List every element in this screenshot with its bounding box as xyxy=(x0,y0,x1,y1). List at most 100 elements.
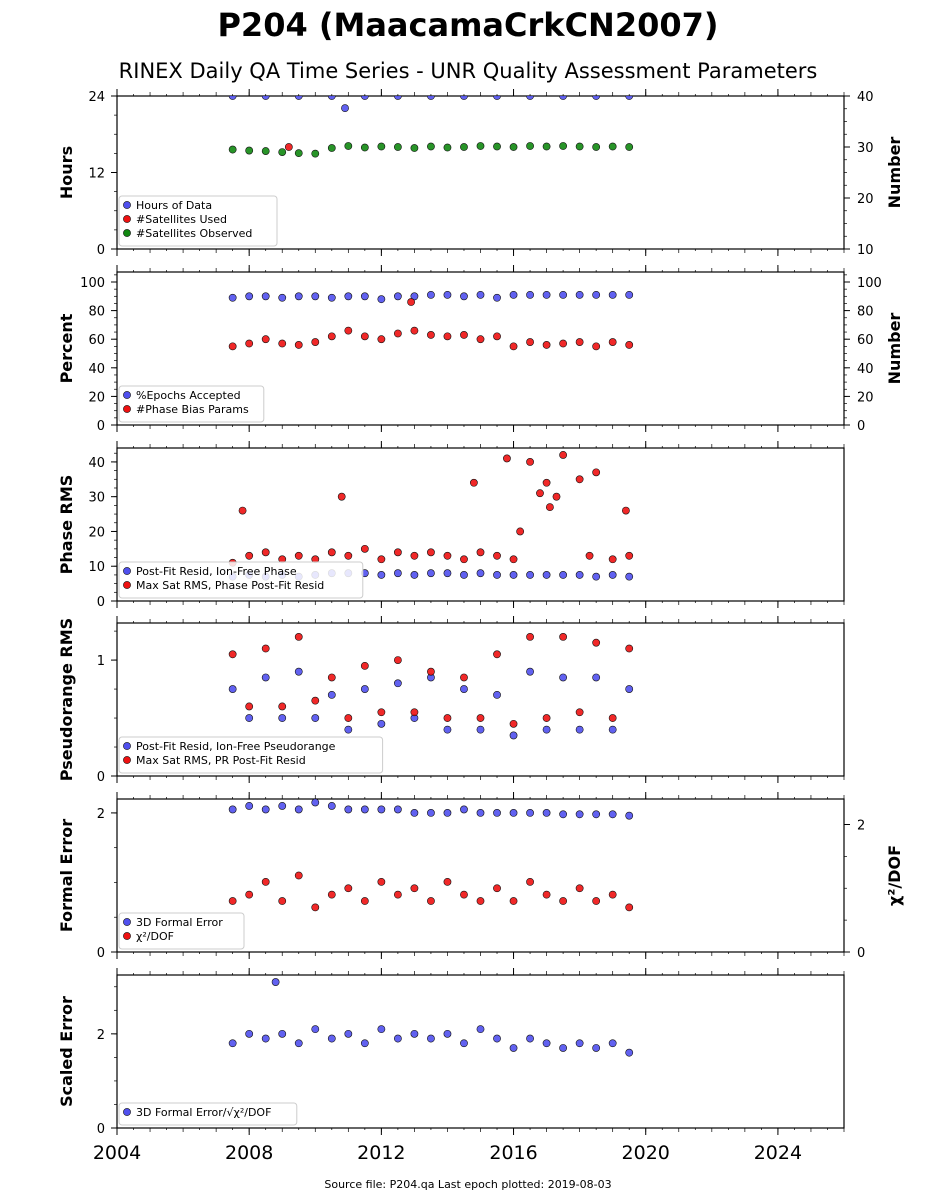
data-point-red xyxy=(245,551,254,560)
data-point-blue xyxy=(294,96,303,100)
data-point-red xyxy=(294,871,303,880)
data-point-blue xyxy=(509,731,518,740)
data-point-green xyxy=(427,142,435,151)
data-point-green xyxy=(245,146,254,155)
data-point-red xyxy=(360,544,369,553)
data-point-red xyxy=(278,339,287,348)
data-points xyxy=(228,96,634,158)
y2-axis-label: χ²/DOF xyxy=(885,845,904,906)
data-point-blue xyxy=(592,572,601,581)
data-point-red xyxy=(245,339,254,348)
data-point-blue xyxy=(393,805,402,814)
data-point-green xyxy=(575,142,584,151)
x-tick-label: 2016 xyxy=(489,1142,537,1164)
data-point-blue xyxy=(559,1044,568,1052)
data-point-blue xyxy=(427,809,435,817)
data-point-red xyxy=(608,714,617,722)
data-point-green xyxy=(410,144,419,152)
data-point-red xyxy=(407,298,416,306)
data-point-blue xyxy=(410,571,419,579)
data-point-blue xyxy=(228,805,237,814)
data-point-red xyxy=(575,708,584,717)
y2-tick-label: 40 xyxy=(857,362,874,377)
data-point-red xyxy=(493,650,501,659)
data-point-red xyxy=(238,506,247,515)
legend-marker xyxy=(123,229,131,237)
data-point-blue xyxy=(592,96,601,100)
data-point-red xyxy=(245,890,254,899)
pseudorange-rms-panel: 0 1 Pseudorange RMS Post-Fit Resid, Ion-Fre… xyxy=(57,616,845,785)
legend: %Epochs Accepted#Phase Bias Params xyxy=(118,385,265,423)
data-point-red xyxy=(261,548,270,557)
data-point-blue xyxy=(344,725,353,734)
data-point-blue xyxy=(509,809,518,817)
data-point-blue xyxy=(261,805,270,814)
data-point-red xyxy=(625,903,634,912)
data-point-red xyxy=(559,339,568,348)
y-tick-label: 40 xyxy=(88,362,105,377)
data-point-red xyxy=(622,506,630,515)
data-point-red xyxy=(393,548,402,557)
y-axis-label: Scaled Error xyxy=(57,996,76,1107)
legend-label: Post-Fit Resid, Ion-Free Pseudorange xyxy=(136,740,336,753)
data-point-red xyxy=(592,638,601,647)
data-point-red xyxy=(625,644,634,653)
data-point-blue xyxy=(327,293,336,302)
y-tick-label: 2 xyxy=(97,807,105,822)
data-point-red xyxy=(608,890,617,899)
data-point-blue xyxy=(542,290,551,299)
data-point-red xyxy=(337,492,346,501)
data-point-red xyxy=(608,555,617,564)
data-point-red xyxy=(476,548,485,557)
data-point-red xyxy=(427,331,435,339)
data-point-red xyxy=(526,458,534,466)
data-point-red xyxy=(536,489,544,498)
data-point-green xyxy=(344,142,353,150)
data-point-red xyxy=(261,877,270,886)
data-point-red xyxy=(327,332,336,341)
data-point-red xyxy=(592,897,601,905)
data-point-blue xyxy=(443,290,452,299)
data-point-blue xyxy=(625,1048,634,1057)
x-tick-label: 2020 xyxy=(622,1142,670,1164)
source-footer: Source file: P204.qa Last epoch plotted:… xyxy=(324,1178,611,1191)
data-point-blue xyxy=(427,1034,435,1043)
data-point-red xyxy=(228,342,237,351)
data-point-blue xyxy=(360,805,369,814)
legend-marker xyxy=(123,742,131,750)
data-point-red xyxy=(545,503,554,512)
data-point-green xyxy=(294,149,303,158)
data-point-red xyxy=(344,884,353,893)
data-point-blue xyxy=(476,809,485,817)
legend-box xyxy=(118,195,278,247)
y-tick-label: 24 xyxy=(88,90,105,105)
data-point-red xyxy=(460,890,468,899)
data-point-red xyxy=(608,338,617,346)
data-point-blue xyxy=(592,290,601,299)
data-point-red xyxy=(592,468,601,477)
y-axis-label: Percent xyxy=(57,313,76,383)
data-point-blue xyxy=(410,809,419,817)
y-axis-label: Phase RMS xyxy=(57,475,76,575)
y2-axis-label: Number xyxy=(885,313,904,385)
data-point-blue xyxy=(526,667,534,676)
data-point-red xyxy=(509,897,518,905)
data-point-red xyxy=(509,719,518,728)
legend-label: %Epochs Accepted xyxy=(136,389,241,402)
legend-label: Max Sat RMS, PR Post-Fit Resid xyxy=(136,754,306,767)
data-point-green xyxy=(542,142,551,151)
data-point-blue xyxy=(278,1029,287,1038)
y2-axis-label: Number xyxy=(885,137,904,209)
data-point-blue xyxy=(377,295,386,304)
data-point-blue xyxy=(228,685,237,693)
data-point-red xyxy=(559,451,568,459)
legend-marker xyxy=(123,756,131,764)
data-point-red xyxy=(476,897,485,905)
legend: Hours of Data#Satellites Used#Satellites… xyxy=(118,195,278,247)
data-point-red xyxy=(542,714,551,722)
legend-marker xyxy=(123,918,131,926)
legend-label: 3D Formal Error xyxy=(136,916,223,929)
legend-label: χ²/DOF xyxy=(136,930,174,943)
data-point-blue xyxy=(377,1025,386,1034)
data-point-blue xyxy=(393,1034,402,1043)
